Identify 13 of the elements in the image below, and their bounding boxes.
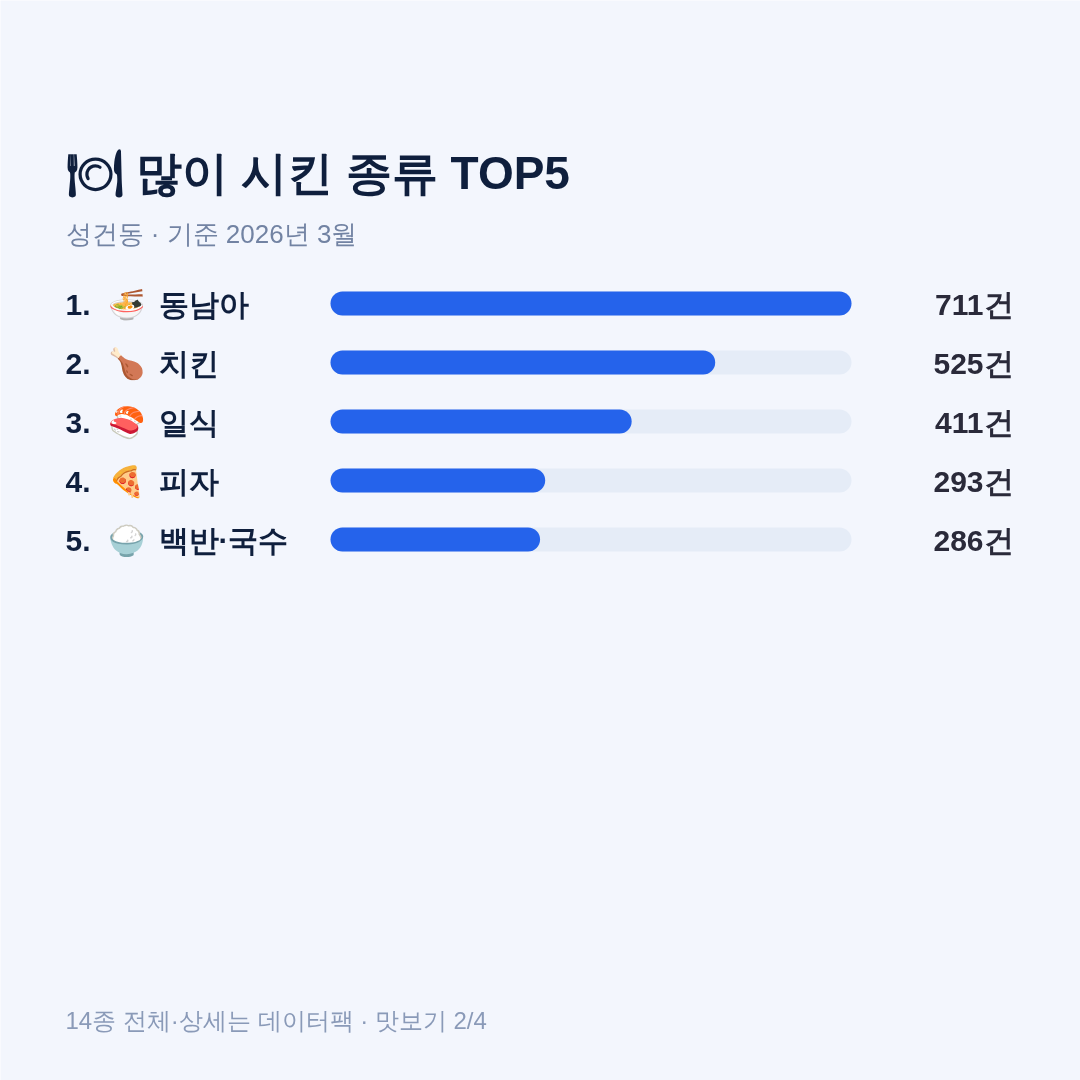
data-label: 411건 [935,406,1014,439]
y-tick-label: 5. 🍚 백반·국수 [65,523,289,558]
data-label: 711건 [935,288,1014,321]
chart-title: 🍽 많이 시킨 종류 TOP5 [65,146,570,199]
y-tick-label: 3. 🍣 일식 [65,404,219,440]
chart-subtitle: 성건동 · 기준 2026년 3월 [65,218,358,249]
y-tick-label: 4. 🍕 피자 [65,464,219,499]
data-label: 293건 [933,465,1014,498]
data-label: 286건 [933,524,1014,557]
data-label: 525건 [933,347,1014,380]
text: 14종 전체·상세는 데이터팩 · 맛보기 2/4 [65,1007,487,1034]
y-tick-label: 2. 🍗 치킨 [65,346,219,381]
y-tick-label: 1. 🍜 동남아 [65,287,249,321]
